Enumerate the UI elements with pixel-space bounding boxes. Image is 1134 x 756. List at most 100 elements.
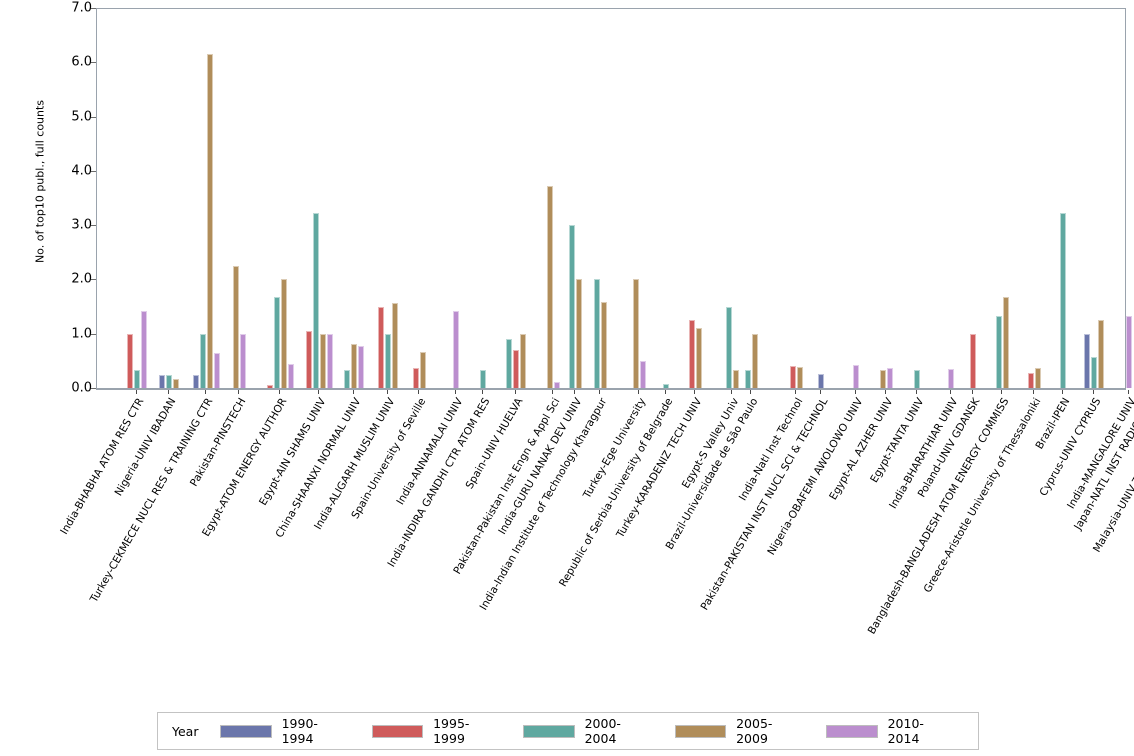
x-axis-tick-mark xyxy=(949,390,951,394)
x-axis-tick-mark xyxy=(1033,390,1034,394)
y-axis-tick-label: 3.0 xyxy=(71,217,92,233)
bar xyxy=(689,320,695,388)
bar xyxy=(970,333,976,388)
bar xyxy=(193,374,199,388)
legend-label: 2000-2004 xyxy=(584,716,621,746)
plot-area xyxy=(96,8,1132,390)
bar xyxy=(306,331,312,388)
bar xyxy=(797,367,803,388)
bar xyxy=(313,213,319,388)
x-axis-tick-mark xyxy=(664,390,666,394)
bar xyxy=(601,302,607,388)
bar xyxy=(790,366,796,388)
bar xyxy=(1028,373,1034,388)
bar xyxy=(200,333,206,388)
bar xyxy=(214,352,220,388)
x-axis-tick-mark xyxy=(514,390,516,394)
bar xyxy=(351,343,357,388)
bar xyxy=(166,374,172,388)
legend-entries: 1990-1994 1995-1999 2000-2004 2005-2009 2010… xyxy=(220,716,978,746)
bar xyxy=(520,333,526,388)
bar xyxy=(1126,315,1132,388)
bar xyxy=(159,374,165,388)
y-axis-tick-label: 7.0 xyxy=(71,0,92,16)
bar xyxy=(1084,333,1090,388)
bar xyxy=(996,315,1002,388)
x-axis-tick-mark xyxy=(279,390,280,394)
y-axis-tick-mark xyxy=(91,279,96,281)
x-axis-tick-mark xyxy=(599,390,600,394)
y-axis-tick-label: 5.0 xyxy=(71,109,92,125)
y-axis-tick-label: 2.0 xyxy=(71,271,92,287)
bar xyxy=(392,303,398,388)
y-axis-tick-mark xyxy=(91,62,96,64)
x-axis-tick-mark xyxy=(238,390,239,394)
bar xyxy=(818,374,824,388)
legend-entry[interactable]: 2010-2014 xyxy=(826,716,952,746)
bar xyxy=(413,367,419,388)
x-axis-tick-mark xyxy=(481,390,483,394)
bar xyxy=(134,370,140,388)
y-axis-tick-label: 1.0 xyxy=(71,326,92,342)
legend-entry[interactable]: 2000-2004 xyxy=(523,716,649,746)
x-axis-tick-mark xyxy=(386,390,388,394)
y-axis-tick-mark xyxy=(91,8,96,9)
bar xyxy=(576,279,582,388)
bar xyxy=(696,328,702,388)
x-axis-tick-mark xyxy=(454,390,456,394)
bar xyxy=(594,279,600,388)
x-axis-tick-mark xyxy=(574,390,575,394)
bar xyxy=(385,333,391,388)
y-axis-tick-mark xyxy=(91,170,96,172)
bar xyxy=(1003,297,1009,388)
x-axis-tick-mark xyxy=(135,390,137,394)
legend-color-swatch xyxy=(826,724,878,738)
bar xyxy=(1098,320,1104,388)
legend-color-swatch xyxy=(674,724,727,738)
bar xyxy=(358,346,364,388)
x-axis-tick-label: Republic of Serbia-University of Belgrad… xyxy=(556,396,675,589)
bar xyxy=(663,383,669,388)
legend-entry[interactable]: 1990-1994 xyxy=(220,716,346,746)
legend-color-swatch xyxy=(220,724,272,738)
bar xyxy=(633,279,639,388)
x-axis-tick-mark xyxy=(854,390,856,394)
x-axis-tick-mark xyxy=(885,390,886,394)
y-axis-tick-mark xyxy=(91,116,96,118)
x-axis-tick-mark xyxy=(819,390,821,394)
bar xyxy=(274,297,280,388)
bar xyxy=(281,279,287,388)
bar xyxy=(173,378,179,388)
bar xyxy=(320,333,326,388)
y-axis-tick-mark xyxy=(91,333,96,335)
x-axis-tick-mark xyxy=(971,390,973,394)
bar xyxy=(914,370,920,388)
x-axis-tick-mark xyxy=(205,390,206,394)
bar xyxy=(1091,357,1097,388)
bar xyxy=(267,384,273,388)
bar xyxy=(127,333,133,388)
legend-color-swatch xyxy=(523,724,575,738)
bar xyxy=(378,306,384,388)
y-axis-tick-label: 0.0 xyxy=(71,380,92,396)
bar xyxy=(141,310,147,388)
legend-entry[interactable]: 2005-2009 xyxy=(674,716,801,746)
bar xyxy=(327,333,333,388)
bar xyxy=(853,365,859,388)
bar xyxy=(288,363,294,388)
y-axis-tick-label: 4.0 xyxy=(71,163,92,179)
bar xyxy=(513,350,519,388)
y-axis-tick-mark xyxy=(91,225,96,227)
x-axis-tick-mark xyxy=(750,390,751,394)
bar xyxy=(887,368,893,388)
x-axis-tick-mark xyxy=(352,390,354,394)
legend-entry[interactable]: 1995-1999 xyxy=(371,716,498,746)
y-axis-tick-mark xyxy=(91,388,96,389)
x-axis-tick-mark xyxy=(638,390,639,394)
x-axis-tick-mark xyxy=(318,390,319,394)
bar xyxy=(1035,368,1041,388)
x-axis-tick-mark xyxy=(694,390,695,394)
bar xyxy=(420,351,426,388)
bar xyxy=(733,370,739,388)
